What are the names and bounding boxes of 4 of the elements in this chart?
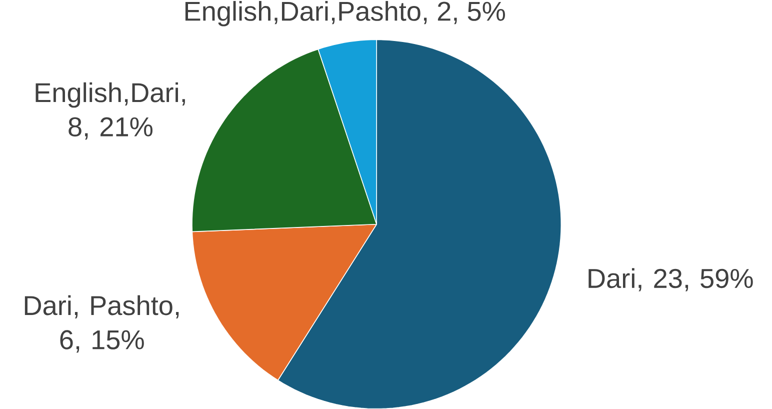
slice-label: English,Dari,Pashto [185,0,420,26]
data-label: , 2, 5% [424,2,505,24]
slice-label: Dari [588,268,634,288]
data-label: , 23, 59% [638,268,753,292]
